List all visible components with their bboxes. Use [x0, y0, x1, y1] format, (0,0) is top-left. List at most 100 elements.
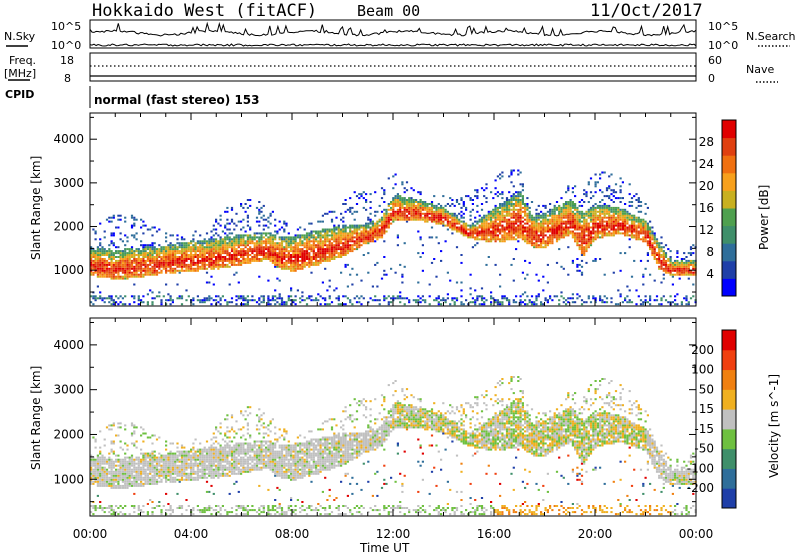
power-cell: [344, 210, 347, 213]
power-cell: [649, 295, 652, 298]
power-cell: [476, 236, 479, 239]
power-cell: [621, 214, 624, 217]
power-cell: [442, 216, 445, 219]
power-cell: [687, 261, 690, 264]
power-cell: [449, 220, 452, 223]
power-cell: [287, 254, 290, 256]
power-cell: [476, 189, 479, 192]
power-cell: [121, 258, 124, 260]
power-cell: [128, 261, 131, 264]
power-cell: [583, 240, 586, 243]
power-cell: [619, 210, 622, 213]
power-cell: [510, 224, 513, 227]
power-cell: [124, 275, 127, 278]
power-cell: [537, 238, 540, 241]
power-cell: [526, 234, 529, 237]
power-cell: [315, 261, 318, 264]
velocity-cell: [90, 474, 93, 477]
power-cell: [380, 220, 384, 223]
power-cell: [233, 273, 236, 276]
power-cell: [580, 248, 584, 251]
power-cell: [628, 238, 631, 241]
power-cell: [676, 265, 679, 268]
power-cell: [626, 228, 629, 231]
power-cell: [305, 258, 309, 260]
power-cell: [542, 222, 545, 225]
power-cell: [401, 199, 404, 201]
power-cell: [630, 218, 634, 221]
power-cell: [503, 216, 506, 219]
power-cell: [265, 254, 268, 256]
power-cell: [444, 210, 447, 213]
power-cell: [135, 261, 138, 264]
power-cell: [146, 263, 149, 266]
velocity-cell: [90, 466, 93, 469]
velocity-cell: [96, 472, 99, 475]
power-cell: [428, 212, 431, 215]
power-cell: [137, 303, 140, 306]
power-cell: [128, 267, 131, 270]
power-cell: [444, 212, 447, 215]
power-cell: [124, 216, 127, 219]
power-cell: [249, 242, 252, 245]
power-cell: [203, 265, 206, 268]
power-cell: [130, 250, 134, 253]
power-cell: [603, 220, 606, 223]
velocity-cell: [101, 458, 104, 461]
power-cell: [551, 218, 554, 221]
power-cell: [249, 199, 252, 201]
power-cell: [399, 206, 402, 209]
power-cell: [408, 199, 411, 201]
power-cell: [121, 261, 124, 264]
power-cell: [651, 230, 654, 233]
power-cell: [90, 273, 93, 276]
power-cell: [260, 238, 263, 241]
power-cell: [224, 299, 227, 302]
power-cell: [617, 220, 620, 223]
power-cell: [283, 261, 286, 264]
power-cell: [133, 301, 136, 304]
power-cell: [240, 259, 243, 262]
power-cell: [594, 191, 597, 194]
power-cell: [626, 210, 629, 213]
noise-sky-trace: [89, 21, 697, 37]
power-cell: [237, 254, 240, 256]
noise-panel-frame: [89, 19, 697, 49]
power-cell: [587, 244, 590, 247]
power-cell: [230, 242, 234, 245]
power-cell: [610, 206, 613, 209]
power-cell: [680, 301, 683, 304]
power-cell: [144, 246, 147, 249]
power-cell: [544, 220, 547, 223]
power-cell: [330, 242, 334, 245]
velocity-cell: [108, 476, 111, 479]
power-cell: [519, 236, 522, 239]
power-cell: [258, 240, 261, 243]
power-cell: [110, 256, 113, 258]
power-cell: [130, 214, 134, 217]
power-cell: [342, 228, 345, 231]
power-cell: [408, 208, 411, 211]
power-cell: [594, 183, 597, 186]
power-cell: [344, 238, 347, 241]
power-cell: [583, 228, 586, 231]
power-cell: [130, 246, 134, 249]
power-cell: [183, 259, 186, 262]
power-cell: [378, 232, 381, 235]
power-cell: [103, 275, 106, 278]
power-cell: [196, 265, 199, 268]
power-cell: [430, 261, 434, 264]
power-cell: [317, 230, 320, 233]
power-cell: [558, 204, 561, 207]
power-cell: [324, 232, 327, 235]
power-cell: [412, 203, 415, 205]
power-cell: [614, 218, 618, 221]
power-cell: [658, 248, 661, 251]
power-cell: [149, 250, 152, 253]
power-cell: [483, 228, 486, 231]
power-cell: [103, 230, 106, 233]
power-cell: [344, 226, 347, 229]
power-cell: [117, 218, 120, 221]
power-cell: [165, 263, 168, 266]
power-cell: [608, 212, 611, 215]
